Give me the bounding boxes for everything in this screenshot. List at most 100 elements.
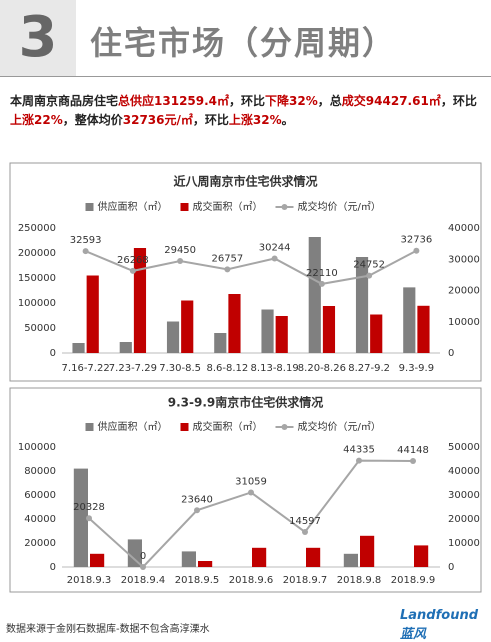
bar: [181, 551, 196, 567]
x-tick-label: 7.23-7.29: [109, 363, 157, 374]
x-tick-label: 8.27-9.2: [348, 363, 390, 374]
chart-frame: [9, 387, 482, 593]
x-tick-label: 2018.9.6: [229, 575, 274, 586]
price-point: [366, 272, 373, 279]
bar: [90, 553, 105, 567]
summary-text: ，总: [317, 94, 342, 108]
price-line: [85, 249, 417, 285]
summary: 本周南京商品房住宅总供应131259.4㎡，环比下降32%，总成交94427.6…: [10, 92, 482, 130]
logo: Landfound蓝风: [400, 608, 479, 642]
bar: [414, 545, 429, 567]
data-label: 22110: [306, 268, 338, 279]
price-point: [82, 248, 89, 255]
price-point: [140, 564, 146, 570]
legend-swatch: [180, 423, 189, 431]
bar: [275, 316, 288, 353]
price-point: [86, 515, 92, 522]
summary-text: ，环比: [229, 94, 266, 108]
y-tick-label: 0: [50, 562, 56, 573]
bar: [322, 306, 336, 353]
bar: [355, 257, 369, 353]
y-tick-label: 200000: [18, 248, 56, 259]
legend-swatch: [85, 203, 94, 211]
data-label: 32593: [70, 235, 102, 246]
price-point: [302, 528, 308, 535]
price-point: [177, 257, 184, 264]
x-tick-label: 7.30-8.5: [159, 363, 201, 374]
chart-title: 9.3-9.9南京市住宅供求情况: [168, 395, 324, 410]
chart-title: 近八周南京市住宅供求情况: [173, 174, 317, 189]
header: 3 住宅市场（分周期）: [0, 0, 491, 77]
data-label: 32736: [400, 235, 432, 246]
y2-tick-label: 20000: [448, 514, 480, 525]
price-point: [194, 507, 200, 514]
summary-highlight: 上涨32%: [228, 113, 282, 127]
bar: [417, 305, 430, 353]
data-label: 26757: [211, 253, 243, 264]
bar: [343, 553, 358, 567]
summary-text: ，环比: [440, 94, 477, 108]
source-note: 数据来源于金刚石数据库-数据不包含高淳溧水: [6, 624, 210, 635]
x-tick-label: 8.6-8.12: [206, 363, 248, 374]
bar: [198, 561, 213, 567]
y2-tick-label: 10000: [448, 317, 480, 328]
y2-tick-label: 40000: [448, 223, 480, 234]
legend-swatch: [180, 203, 189, 211]
x-tick-label: 8.20-8.26: [298, 363, 346, 374]
bar: [370, 314, 383, 353]
y-tick-label: 60000: [24, 490, 56, 501]
x-tick-label: 2018.9.4: [121, 575, 166, 586]
data-label: 31059: [235, 476, 267, 487]
data-label: 44148: [397, 445, 429, 456]
legend-marker: [281, 424, 288, 430]
legend-label: 成交面积（㎡）: [193, 420, 263, 433]
price-point: [356, 457, 362, 464]
data-label: 24752: [353, 260, 385, 271]
data-label: 20328: [73, 502, 105, 513]
price-point: [224, 266, 231, 273]
price-point: [413, 247, 420, 254]
y2-tick-label: 50000: [448, 442, 480, 453]
bar: [228, 294, 241, 353]
y-tick-label: 80000: [24, 466, 56, 477]
price-point: [410, 458, 416, 465]
price-point: [129, 267, 136, 274]
data-label: 14597: [289, 516, 321, 527]
y-tick-label: 50000: [24, 323, 56, 334]
y-tick-label: 40000: [24, 514, 56, 525]
data-label: 30244: [259, 242, 291, 253]
y2-tick-label: 0: [448, 348, 454, 359]
bar: [360, 535, 375, 567]
y-tick-label: 0: [50, 348, 56, 359]
y2-tick-label: 20000: [448, 286, 480, 297]
price-point: [248, 489, 254, 496]
y-tick-label: 250000: [18, 223, 56, 234]
legend-label: 供应面积（㎡）: [98, 200, 168, 213]
data-label: 23640: [181, 494, 213, 505]
x-tick-label: 8.13-8.19: [251, 363, 299, 374]
section-number: 3: [0, 0, 76, 76]
x-tick-label: 2018.9.8: [337, 575, 382, 586]
bar: [119, 342, 132, 353]
bar: [73, 468, 88, 567]
legend-swatch: [85, 423, 94, 431]
price-point: [271, 255, 278, 262]
y-tick-label: 100000: [18, 442, 56, 453]
bar: [166, 321, 180, 353]
bar: [127, 539, 142, 567]
summary-text: ，整体均价: [62, 113, 123, 127]
summary-highlight: 上涨22%: [10, 113, 63, 127]
bar: [72, 343, 85, 353]
y-tick-label: 100000: [18, 298, 56, 309]
bar: [306, 547, 321, 567]
bar: [133, 248, 147, 353]
legend-label: 成交面积（㎡）: [193, 200, 263, 213]
x-tick-label: 9.3-9.9: [399, 363, 434, 374]
summary-highlight: 下降32%: [265, 94, 318, 108]
x-tick-label: 2018.9.5: [175, 575, 220, 586]
legend-label: 供应面积（㎡）: [98, 420, 168, 433]
summary-text: ，环比: [192, 113, 229, 127]
summary-highlight: 32736元/㎡: [122, 113, 193, 127]
summary-text: 本周南京商品房住宅: [10, 94, 119, 108]
